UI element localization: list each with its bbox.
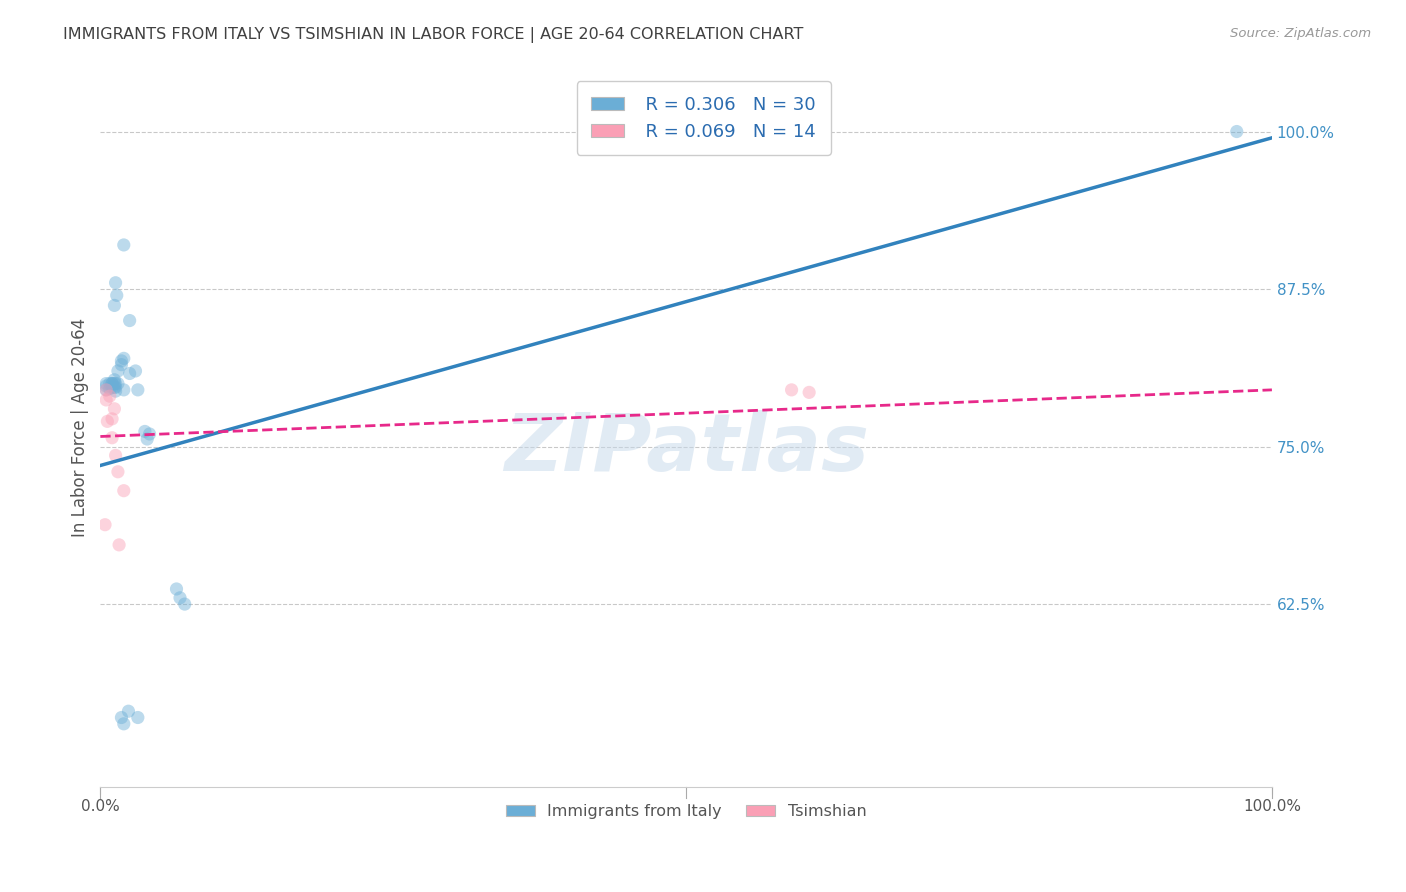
Point	[104, 276, 127, 290]
Point	[101, 376, 124, 391]
Point	[96, 383, 118, 397]
Point	[110, 354, 132, 368]
Point	[101, 412, 124, 426]
Point	[107, 465, 129, 479]
Point	[108, 538, 131, 552]
Point	[96, 414, 118, 428]
Point	[118, 367, 141, 381]
Y-axis label: In Labor Force | Age 20-64: In Labor Force | Age 20-64	[72, 318, 89, 537]
Point	[103, 401, 125, 416]
Point	[104, 376, 127, 391]
Point	[98, 382, 121, 396]
Point	[780, 383, 803, 397]
Point	[110, 358, 132, 372]
Point	[112, 383, 135, 397]
Point	[166, 582, 188, 596]
Point	[103, 380, 125, 394]
Point	[103, 376, 125, 391]
Point	[112, 238, 135, 252]
Point	[96, 392, 118, 407]
Point	[136, 432, 159, 446]
Point	[104, 380, 127, 394]
Point	[101, 380, 124, 394]
Point	[96, 376, 118, 391]
Text: ZIPatlas: ZIPatlas	[503, 410, 869, 488]
Point	[98, 376, 121, 391]
Point	[797, 385, 820, 400]
Point	[98, 389, 121, 403]
Legend: Immigrants from Italy, Tsimshian: Immigrants from Italy, Tsimshian	[499, 797, 873, 825]
Point	[103, 298, 125, 312]
Point	[110, 710, 132, 724]
Point	[134, 425, 156, 439]
Text: Source: ZipAtlas.com: Source: ZipAtlas.com	[1230, 27, 1371, 40]
Point	[124, 364, 146, 378]
Point	[107, 364, 129, 378]
Point	[118, 313, 141, 327]
Point	[104, 384, 127, 398]
Point	[117, 704, 139, 718]
Point	[103, 373, 125, 387]
Point	[101, 431, 124, 445]
Point	[96, 383, 118, 397]
Point	[105, 288, 128, 302]
Text: IMMIGRANTS FROM ITALY VS TSIMSHIAN IN LABOR FORCE | AGE 20-64 CORRELATION CHART: IMMIGRANTS FROM ITALY VS TSIMSHIAN IN LA…	[63, 27, 804, 43]
Point	[112, 483, 135, 498]
Point	[1226, 124, 1249, 138]
Point	[107, 376, 129, 391]
Point	[96, 379, 118, 393]
Point	[104, 449, 127, 463]
Point	[101, 376, 124, 391]
Point	[112, 716, 135, 731]
Point	[127, 383, 149, 397]
Point	[173, 597, 195, 611]
Point	[169, 591, 191, 605]
Point	[94, 517, 117, 532]
Point	[112, 351, 135, 366]
Point	[127, 710, 149, 724]
Point	[138, 427, 160, 442]
